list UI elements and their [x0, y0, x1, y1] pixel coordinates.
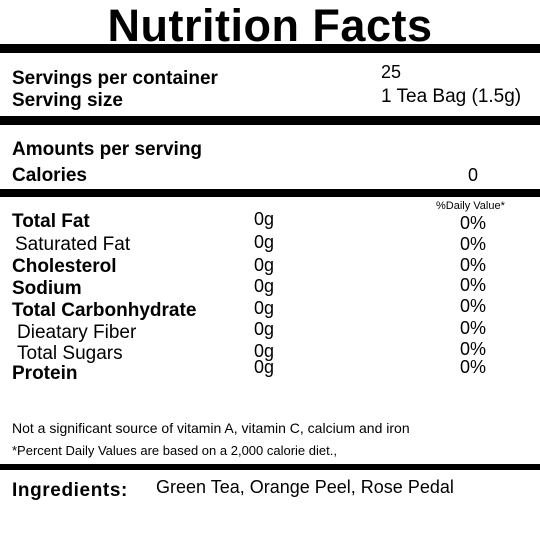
- ingredients-label: Ingredients:: [12, 480, 128, 501]
- nutrient-name: Total Carbonhydrate: [12, 300, 197, 321]
- thick-divider-servings: [0, 116, 540, 125]
- nutrient-daily-value: 0%: [460, 296, 487, 316]
- serving-size-label: Serving size: [12, 90, 123, 111]
- vitamins-footnote: Not a significant source of vitamin A, v…: [12, 420, 410, 436]
- label-title: Nutrition Facts: [107, 0, 433, 51]
- nutrient-name: Sodium: [12, 278, 82, 299]
- servings-per-container-label: Servings per container: [12, 68, 218, 89]
- nutrient-name: Protein: [12, 363, 78, 384]
- nutrient-amount: 0g: [254, 255, 275, 275]
- nutrient-name: Saturated Fat: [15, 234, 131, 255]
- nutrient-name: Dieatary Fiber: [17, 322, 137, 343]
- nutrient-daily-value: 0%: [460, 275, 487, 295]
- daily-values-footnote: *Percent Daily Values are based on a 2,0…: [12, 443, 337, 458]
- ingredients-value: Green Tea, Orange Peel, Rose Pedal: [156, 477, 454, 497]
- calories-value: 0: [468, 165, 479, 185]
- nutrient-daily-value: 0%: [460, 213, 487, 233]
- amounts-per-serving-heading: Amounts per serving: [12, 139, 203, 160]
- nutrient-name: Total Fat: [12, 211, 90, 232]
- nutrient-amount: 0g: [254, 298, 275, 318]
- servings-per-container-value: 25: [381, 62, 402, 82]
- nutrient-daily-value: 0%: [460, 339, 487, 359]
- nutrient-name: Total Sugars: [17, 343, 123, 364]
- nutrient-amount: 0g: [254, 357, 275, 377]
- nutrient-daily-value: 0%: [460, 234, 487, 254]
- thick-divider-calories: [0, 189, 540, 197]
- serving-size-value: 1 Tea Bag (1.5g): [381, 86, 522, 107]
- thick-divider-top: [0, 44, 540, 53]
- nutrient-amount: 0g: [254, 209, 275, 229]
- daily-value-header: %Daily Value*: [436, 200, 505, 212]
- nutrient-daily-value: 0%: [460, 255, 487, 275]
- nutrient-daily-value: 0%: [460, 357, 487, 377]
- nutrient-daily-value: 0%: [460, 318, 487, 338]
- nutrient-name: Cholesterol: [12, 256, 117, 277]
- calories-label: Calories: [12, 165, 87, 186]
- nutrient-amount: 0g: [254, 276, 275, 296]
- thick-divider-footer: [0, 464, 540, 470]
- nutrient-amount: 0g: [254, 341, 275, 361]
- nutrient-amount: 0g: [254, 319, 275, 339]
- nutrient-amount: 0g: [254, 232, 275, 252]
